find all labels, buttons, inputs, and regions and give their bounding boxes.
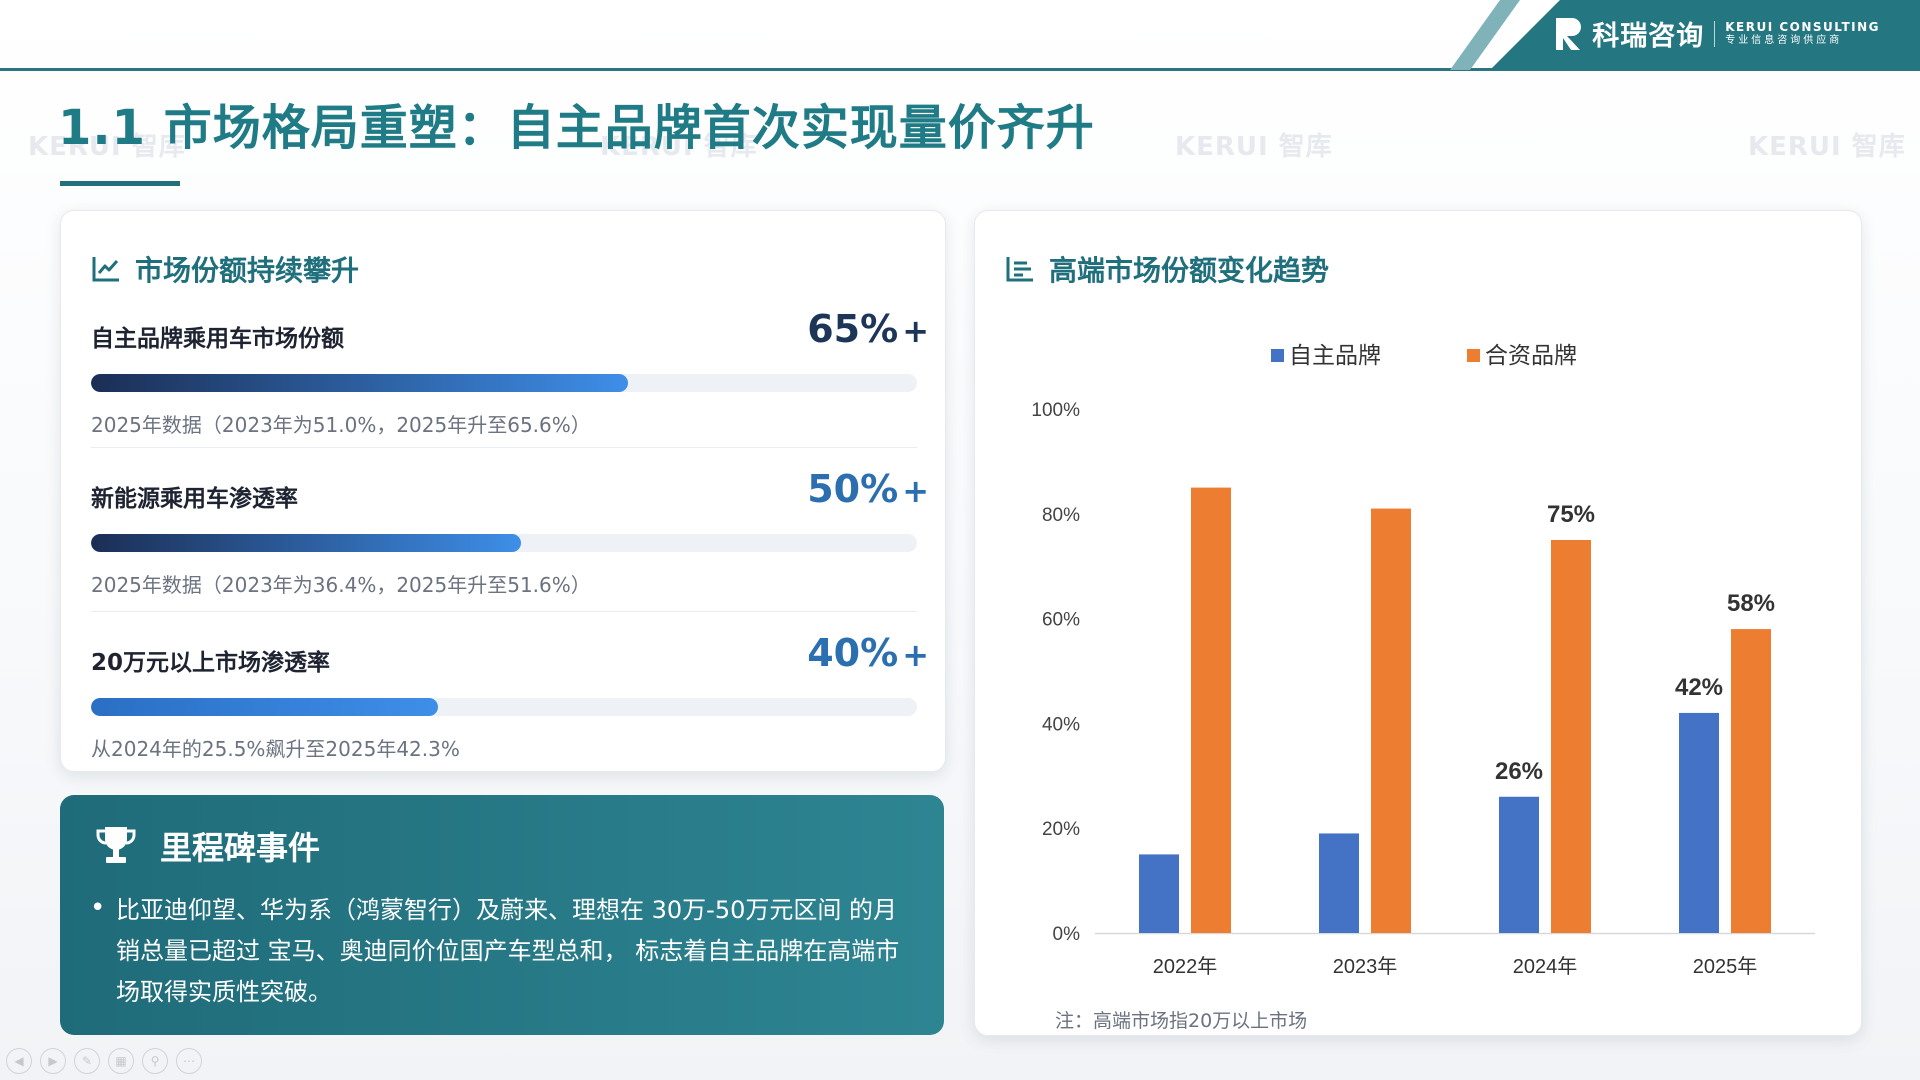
card-header: 高端市场份额变化趋势 (1005, 249, 1329, 289)
brand-tagline: 专业信息咨询供应商 (1725, 34, 1843, 46)
metric-note: 2025年数据（2023年为36.4%，2025年升至51.6%） (91, 573, 591, 597)
legend-swatch (1271, 349, 1284, 362)
line-chart-icon (92, 257, 119, 282)
x-tick-label: 2025年 (1693, 955, 1758, 978)
bar (1139, 854, 1179, 933)
x-tick-label: 2022年 (1153, 955, 1218, 978)
bar (1551, 540, 1591, 933)
data-label: 42% (1675, 674, 1723, 701)
brand-name-en-block: KERUI CONSULTING 专业信息咨询供应商 (1725, 20, 1880, 48)
metric-label: 自主品牌乘用车市场份额 (91, 326, 344, 352)
y-tick-label: 20% (1042, 819, 1080, 840)
divider (91, 447, 917, 448)
metric-value: 50% + (807, 467, 929, 511)
zoom-icon[interactable]: ⚲ (142, 1048, 168, 1074)
progress-track (91, 534, 917, 552)
bullet-marker: • (90, 893, 106, 923)
slides-icon[interactable]: ▦ (108, 1048, 134, 1074)
market-share-card: 市场份额持续攀升 自主品牌乘用车市场份额 65% + 2025年数据（2023年为… (60, 210, 946, 772)
x-tick-label: 2024年 (1513, 955, 1578, 978)
divider (91, 611, 917, 612)
bar-list-icon (1006, 257, 1033, 282)
premium-share-chart-card: 高端市场份额变化趋势 0% 20% 40% 60% 80% 100% 自主品牌 合资品牌 202… (974, 210, 1862, 1036)
brand-name-cn: 科瑞咨询 (1592, 21, 1705, 52)
x-tick-label: 2023年 (1333, 955, 1398, 978)
bar (1191, 487, 1231, 933)
metric-note: 2025年数据（2023年为51.0%，2025年升至65.6%） (91, 413, 591, 437)
card-header: 市场份额持续攀升 (91, 249, 359, 289)
milestone-title: 里程碑事件 (160, 829, 321, 867)
bar (1371, 508, 1411, 933)
data-label: 26% (1495, 758, 1543, 785)
y-tick-label: 40% (1042, 714, 1080, 735)
watermark: KERUI 智库 (1175, 132, 1333, 162)
prev-icon[interactable]: ◀ (6, 1048, 32, 1074)
progress-fill (91, 698, 438, 716)
legend-label: 合资品牌 (1485, 342, 1577, 368)
slideshow-toolbar: ◀ ▶ ✎ ▦ ⚲ ⋯ (6, 1048, 210, 1074)
card-title: 高端市场份额变化趋势 (1049, 254, 1330, 287)
metric-note: 从2024年的25.5%飙升至2025年42.3% (91, 737, 460, 761)
header-rule (0, 68, 1920, 71)
bar (1499, 796, 1539, 933)
progress-track (91, 374, 917, 392)
data-label: 75% (1547, 501, 1595, 528)
watermark: KERUI 智库 (28, 132, 186, 162)
bar-chart: 0% 20% 40% 60% 80% 100% 自主品牌 合资品牌 2022年 2023年 2024… (1031, 342, 1815, 978)
title-underline (60, 181, 180, 186)
progress-fill (91, 374, 628, 392)
metric-label: 新能源乘用车渗透率 (91, 486, 298, 512)
legend-label: 自主品牌 (1289, 342, 1381, 368)
watermark: KERUI 智库 (600, 132, 758, 162)
kerui-logo-icon (1556, 17, 1582, 50)
metric-value: 65% + (807, 307, 929, 351)
card-title: 市场份额持续攀升 (135, 254, 360, 287)
brand-logo-block: 科瑞咨询 KERUI CONSULTING 专业信息咨询供应商 (1554, 14, 1880, 53)
milestone-header: 里程碑事件 (94, 823, 320, 869)
y-tick-label: 100% (1031, 400, 1080, 421)
legend-swatch (1467, 349, 1480, 362)
bar (1679, 712, 1719, 933)
pen-icon[interactable]: ✎ (74, 1048, 100, 1074)
page-title: 1.1 市场格局重塑：自主品牌首次实现量价齐升 (58, 100, 1095, 156)
metric-label: 20万元以上市场渗透率 (91, 650, 331, 676)
brand-name-en: KERUI CONSULTING (1725, 19, 1880, 34)
y-tick-label: 0% (1053, 924, 1081, 945)
more-icon[interactable]: ⋯ (176, 1048, 202, 1074)
progress-track (91, 698, 917, 716)
metric-value: 40% + (807, 631, 929, 675)
bar (1731, 629, 1771, 933)
bar (1319, 833, 1359, 933)
chart-footnote: 注：高端市场指20万以上市场 (1055, 1010, 1308, 1032)
y-tick-label: 60% (1042, 610, 1080, 631)
milestone-text: 比亚迪仰望、华为系（鸿蒙智行）及蔚来、理想在 30万-50万元区间 的月销总量已… (116, 896, 900, 1006)
brand-separator (1714, 20, 1716, 47)
progress-fill (91, 534, 521, 552)
watermark: KERUI 智库 (1748, 132, 1906, 162)
milestone-panel: 里程碑事件 • 比亚迪仰望、华为系（鸿蒙智行）及蔚来、理想在 30万-50万元区… (60, 795, 944, 1035)
data-label: 58% (1727, 590, 1775, 617)
next-icon[interactable]: ▶ (40, 1048, 66, 1074)
y-tick-label: 80% (1042, 505, 1080, 526)
trophy-icon (96, 827, 136, 863)
